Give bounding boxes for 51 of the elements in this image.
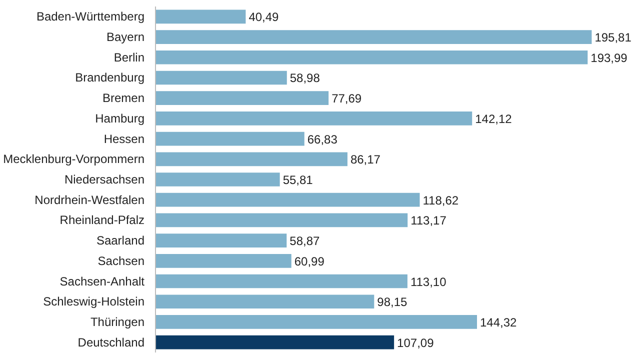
- data-label: 107,09: [397, 336, 434, 350]
- bar: [156, 30, 592, 44]
- y-tick-label: Sachsen-Anhalt: [60, 274, 146, 288]
- y-tick-label: Mecklenburg-Vorpommern: [3, 152, 145, 166]
- data-label: 98,15: [377, 295, 408, 310]
- data-label: 55,81: [282, 173, 314, 187]
- y-tick-label: Deutschland: [78, 335, 145, 350]
- bar: [156, 254, 292, 268]
- data-label: 118,62: [422, 193, 459, 208]
- data-label: 144,32: [480, 315, 518, 330]
- bar: [156, 294, 374, 309]
- bar: [156, 10, 246, 24]
- y-tick-label: Brandenburg: [75, 70, 145, 85]
- bar: [156, 132, 304, 146]
- y-tick-label: Thüringen: [90, 314, 145, 329]
- bar: [156, 192, 420, 207]
- data-label: 113,10: [410, 274, 447, 289]
- y-tick-label: Hamburg: [95, 111, 145, 126]
- bar: [156, 234, 287, 248]
- y-tick-label: Bayern: [106, 30, 145, 44]
- bar: [156, 172, 280, 186]
- data-label: 77,69: [332, 92, 362, 106]
- data-label: 60,99: [294, 254, 325, 268]
- data-label: 40,49: [248, 10, 280, 24]
- data-label: 58,98: [290, 71, 320, 86]
- y-tick-label: Sachsen: [98, 254, 145, 268]
- data-label: 58,87: [290, 234, 320, 248]
- y-tick-label: Nordrhein-Westfalen: [34, 192, 144, 207]
- y-tick-label: Saarland: [96, 234, 145, 248]
- data-label: 193,99: [590, 50, 628, 65]
- data-label: 66,83: [307, 132, 338, 146]
- y-tick-label: Niedersachsen: [64, 172, 144, 186]
- data-label: 86,17: [350, 152, 381, 167]
- bar: [156, 152, 348, 166]
- bar: [156, 70, 287, 85]
- y-tick-label: Hessen: [104, 132, 144, 146]
- bar: [156, 213, 408, 228]
- y-tick-label: Bremen: [102, 91, 145, 106]
- data-label: 195,81: [594, 30, 632, 45]
- bar: [156, 335, 394, 350]
- y-tick-label: Rheinland-Pfalz: [60, 213, 145, 228]
- bar: [156, 315, 477, 329]
- bar: [156, 274, 408, 288]
- bar: [156, 50, 588, 64]
- y-tick-label: Berlin: [114, 50, 145, 64]
- bar: [156, 112, 472, 126]
- y-tick-label: Schleswig-Holstein: [43, 294, 144, 309]
- data-label: 113,17: [410, 214, 447, 228]
- data-label: 142,12: [475, 112, 512, 126]
- y-tick-label: Baden-Württemberg: [36, 10, 144, 24]
- bar: [156, 91, 329, 106]
